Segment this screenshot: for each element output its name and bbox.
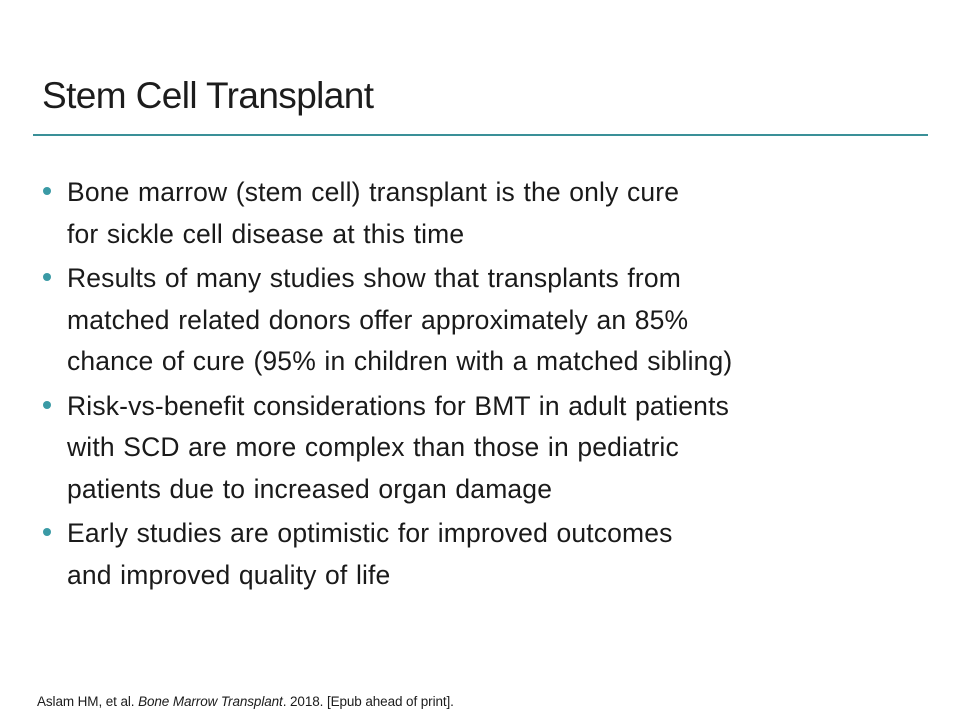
citation-authors: Aslam HM, et al. <box>37 694 139 709</box>
bullet-item: Risk-vs-benefit considerations for BMT i… <box>43 386 923 511</box>
bullet-dot-icon <box>43 273 51 281</box>
bullet-text: Results of many studies show that transp… <box>67 263 733 376</box>
bullet-item: Results of many studies show that transp… <box>43 258 923 383</box>
citation-details: . 2018. [Epub ahead of print]. <box>282 694 454 709</box>
bullet-text: Early studies are optimistic for improve… <box>67 518 673 590</box>
title-divider <box>33 134 928 136</box>
bullet-text: Risk-vs-benefit considerations for BMT i… <box>67 390 729 504</box>
slide-title: Stem Cell Transplant <box>42 75 374 116</box>
bullet-list: Bone marrow (stem cell) transplant is th… <box>43 172 923 599</box>
citation: Aslam HM, et al. Bone Marrow Transplant.… <box>37 694 454 709</box>
bullet-dot-icon <box>43 187 51 195</box>
citation-journal: Bone Marrow Transplant <box>138 694 283 709</box>
bullet-item: Bone marrow (stem cell) transplant is th… <box>43 172 923 255</box>
bullet-text: Bone marrow (stem cell) transplant is th… <box>67 177 680 249</box>
bullet-dot-icon <box>43 528 51 536</box>
bullet-item: Early studies are optimistic for improve… <box>43 513 923 596</box>
bullet-dot-icon <box>43 400 51 409</box>
